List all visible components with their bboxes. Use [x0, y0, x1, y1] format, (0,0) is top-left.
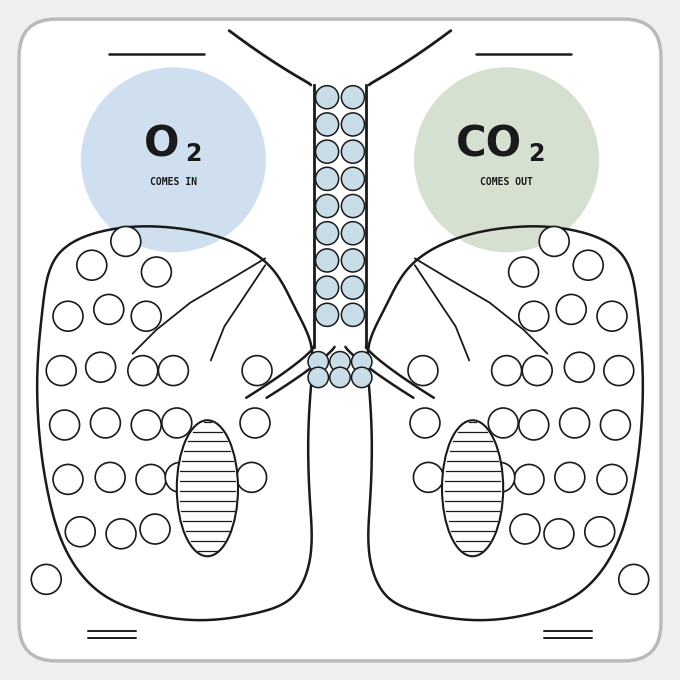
- Circle shape: [488, 408, 518, 438]
- Circle shape: [413, 462, 443, 492]
- Circle shape: [65, 517, 95, 547]
- Circle shape: [316, 276, 339, 299]
- Circle shape: [564, 352, 594, 382]
- Circle shape: [82, 68, 265, 252]
- Text: COMES IN: COMES IN: [150, 177, 197, 186]
- Circle shape: [341, 167, 364, 190]
- Circle shape: [341, 222, 364, 245]
- Circle shape: [330, 352, 350, 372]
- Circle shape: [415, 68, 598, 252]
- Circle shape: [141, 257, 171, 287]
- Circle shape: [316, 222, 339, 245]
- Circle shape: [341, 140, 364, 163]
- Circle shape: [619, 564, 649, 594]
- Circle shape: [131, 301, 161, 331]
- Circle shape: [560, 408, 590, 438]
- Circle shape: [556, 294, 586, 324]
- Circle shape: [94, 294, 124, 324]
- Text: 2: 2: [528, 142, 545, 167]
- Circle shape: [316, 113, 339, 136]
- Circle shape: [46, 356, 76, 386]
- Circle shape: [341, 276, 364, 299]
- Circle shape: [316, 303, 339, 326]
- Circle shape: [308, 367, 328, 388]
- Circle shape: [341, 194, 364, 218]
- Circle shape: [514, 464, 544, 494]
- Circle shape: [539, 226, 569, 256]
- Circle shape: [597, 301, 627, 331]
- Circle shape: [95, 462, 125, 492]
- Circle shape: [165, 462, 195, 492]
- Circle shape: [86, 352, 116, 382]
- Ellipse shape: [177, 420, 238, 556]
- Circle shape: [90, 408, 120, 438]
- Circle shape: [158, 356, 188, 386]
- Circle shape: [53, 464, 83, 494]
- Text: CO: CO: [456, 124, 522, 166]
- Circle shape: [111, 226, 141, 256]
- Circle shape: [510, 514, 540, 544]
- Circle shape: [316, 86, 339, 109]
- Circle shape: [573, 250, 603, 280]
- Circle shape: [308, 352, 328, 372]
- Circle shape: [50, 410, 80, 440]
- Ellipse shape: [442, 420, 503, 556]
- Circle shape: [555, 462, 585, 492]
- Circle shape: [128, 356, 158, 386]
- Circle shape: [341, 249, 364, 272]
- Circle shape: [410, 408, 440, 438]
- Circle shape: [352, 352, 372, 372]
- Circle shape: [522, 356, 552, 386]
- FancyBboxPatch shape: [19, 19, 661, 661]
- Circle shape: [240, 408, 270, 438]
- Circle shape: [106, 519, 136, 549]
- Circle shape: [492, 356, 522, 386]
- Circle shape: [597, 464, 627, 494]
- Circle shape: [585, 517, 615, 547]
- Circle shape: [509, 257, 539, 287]
- Circle shape: [140, 514, 170, 544]
- Circle shape: [237, 462, 267, 492]
- Text: COMES OUT: COMES OUT: [480, 177, 533, 186]
- Circle shape: [330, 367, 350, 388]
- Circle shape: [352, 367, 372, 388]
- Circle shape: [485, 462, 515, 492]
- Circle shape: [53, 301, 83, 331]
- Circle shape: [131, 410, 161, 440]
- Circle shape: [162, 408, 192, 438]
- Circle shape: [408, 356, 438, 386]
- Circle shape: [316, 249, 339, 272]
- Text: 2: 2: [186, 142, 202, 167]
- Circle shape: [600, 410, 630, 440]
- Circle shape: [31, 564, 61, 594]
- Circle shape: [77, 250, 107, 280]
- Circle shape: [341, 303, 364, 326]
- Circle shape: [604, 356, 634, 386]
- Circle shape: [519, 301, 549, 331]
- Text: O: O: [143, 124, 179, 166]
- Circle shape: [316, 167, 339, 190]
- Circle shape: [544, 519, 574, 549]
- Circle shape: [316, 140, 339, 163]
- Circle shape: [242, 356, 272, 386]
- Circle shape: [136, 464, 166, 494]
- Circle shape: [341, 86, 364, 109]
- Circle shape: [316, 194, 339, 218]
- Circle shape: [519, 410, 549, 440]
- Circle shape: [341, 113, 364, 136]
